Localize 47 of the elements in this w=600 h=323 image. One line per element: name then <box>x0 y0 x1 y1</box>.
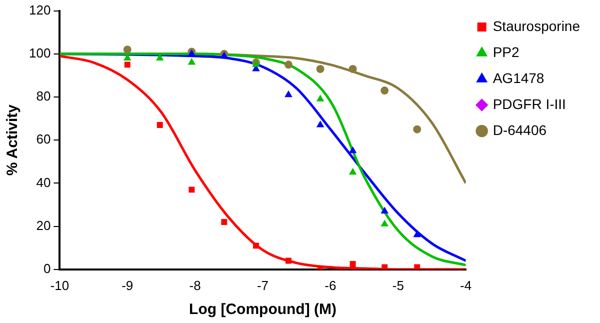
x-tick-label: -6 <box>324 278 336 293</box>
point <box>220 52 228 58</box>
point <box>124 62 130 68</box>
point <box>348 64 357 73</box>
y-tick-label: 40 <box>36 174 51 190</box>
y-axis-title: % Activity <box>4 104 22 176</box>
point <box>124 54 131 60</box>
point <box>380 86 389 95</box>
point <box>382 264 388 270</box>
legend-label: AG1478 <box>492 70 544 86</box>
x-tick-label: -10 <box>50 278 70 293</box>
point <box>381 207 388 214</box>
point <box>188 58 196 65</box>
point <box>316 64 324 73</box>
point <box>413 125 422 134</box>
point <box>188 186 195 193</box>
y-tick-label: 100 <box>28 45 51 60</box>
x-tick-label: -4 <box>460 278 472 293</box>
point <box>349 146 356 154</box>
x-tick-label: -9 <box>122 278 134 293</box>
point <box>349 168 356 175</box>
x-axis-title: Log [Compound] (M) <box>189 301 336 318</box>
y-tick-label: 80 <box>36 88 51 104</box>
point <box>316 121 324 128</box>
point <box>156 54 164 60</box>
point <box>156 122 163 128</box>
point <box>381 220 388 226</box>
point <box>221 219 228 225</box>
x-tick-label: -5 <box>392 278 404 293</box>
x-tick-label: -7 <box>256 278 269 293</box>
legend-label: PP2 <box>492 44 520 60</box>
x-tick-label: -8 <box>189 278 201 293</box>
point <box>316 95 324 102</box>
y-tick-label: 60 <box>36 132 51 147</box>
y-tick-label: 0 <box>43 260 51 276</box>
point <box>253 242 259 249</box>
point <box>414 264 420 270</box>
y-tick-label: 120 <box>28 2 51 18</box>
point <box>286 258 292 264</box>
legend-label: Staurosporine <box>492 18 580 34</box>
legend-label: PDGFR I-III <box>492 96 566 112</box>
legend-label: D-64406 <box>492 122 547 138</box>
point <box>284 90 292 98</box>
point <box>350 261 356 267</box>
y-tick-label: 20 <box>36 218 51 233</box>
point <box>123 46 132 54</box>
point <box>284 60 292 69</box>
